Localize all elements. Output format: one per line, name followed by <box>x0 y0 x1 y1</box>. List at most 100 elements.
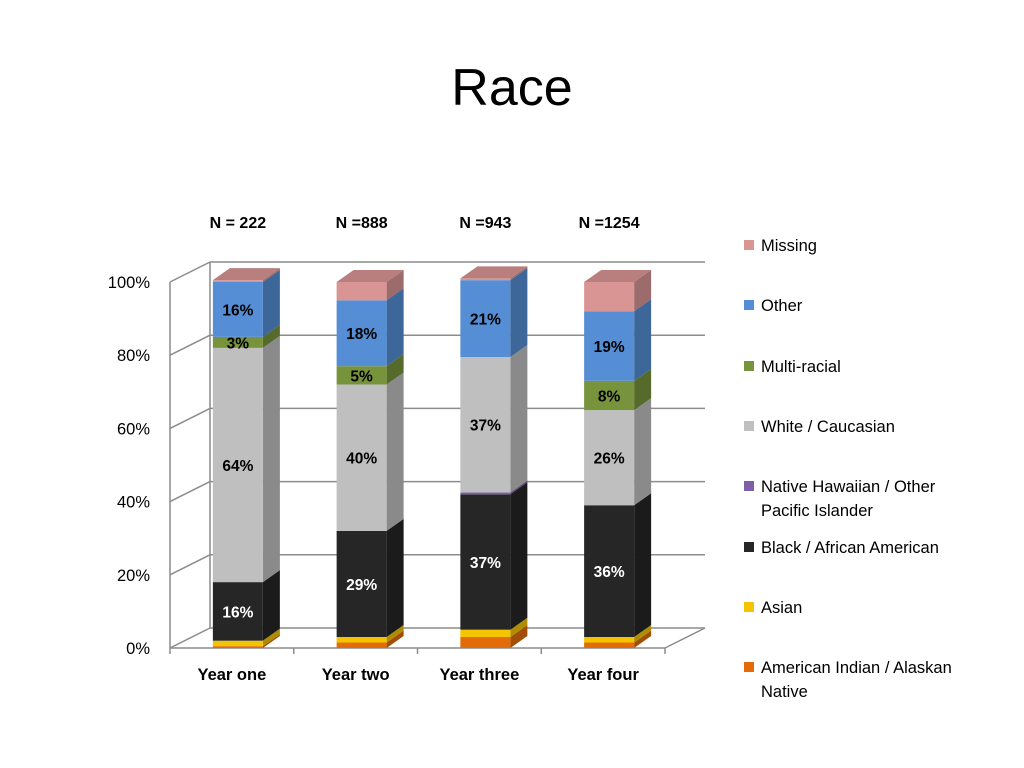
bar-segment <box>212 347 263 583</box>
data-label: 40% <box>346 451 377 468</box>
legend-label: Native Hawaiian / Other Pacific Islander <box>761 478 936 520</box>
data-label: 21% <box>470 312 501 329</box>
bar-side-face <box>386 518 404 638</box>
bar-segment <box>212 582 263 641</box>
data-label: 37% <box>470 555 501 572</box>
bar-segment <box>212 336 263 348</box>
legend-item: Multi-racial <box>744 355 986 379</box>
bar-segment <box>584 380 635 411</box>
bar-segment <box>584 311 635 381</box>
bar-top-face <box>212 268 280 281</box>
chart-title: Race <box>451 59 573 117</box>
x-tick-label: Year two <box>322 666 390 684</box>
bar-side-face <box>510 480 528 495</box>
legend-item: Black / African American <box>744 536 986 560</box>
bar-segment <box>336 300 387 367</box>
bar-side-face <box>262 268 280 282</box>
gridline-depth <box>169 554 211 576</box>
y-tick-label: 60% <box>117 420 150 438</box>
bar-side-face <box>262 270 280 337</box>
bar-segment <box>212 282 263 337</box>
bar-side-face <box>634 630 652 648</box>
y-tick-label: 0% <box>126 640 150 658</box>
legend-item: White / Caucasian <box>744 415 986 439</box>
x-tick-label: Year one <box>197 666 266 684</box>
bar-segment <box>584 505 635 638</box>
y-tick-label: 40% <box>117 494 150 512</box>
bar-segment <box>336 530 387 638</box>
bar-side-face <box>510 266 528 281</box>
legend-swatch <box>744 240 754 250</box>
legend-swatch <box>744 602 754 612</box>
legend-label: Missing <box>761 237 817 255</box>
bar-segment <box>336 637 387 643</box>
bar-side-face <box>510 345 528 493</box>
x-tick-label: Year three <box>439 666 519 684</box>
bar-side-face <box>634 270 652 312</box>
bar-segment <box>336 282 387 301</box>
bar-top-face <box>460 266 528 279</box>
legend-label: American Indian / Alaskan Native <box>761 659 952 701</box>
bar-side-face <box>386 354 404 385</box>
legend-label: Multi-racial <box>761 358 841 376</box>
y-tick-label: 100% <box>108 274 151 292</box>
legend-item: Native Hawaiian / Other Pacific Islander <box>744 475 986 523</box>
legend-swatch <box>744 300 754 310</box>
sample-size-label: N = 222 <box>210 215 267 232</box>
bar-side-face <box>262 628 280 647</box>
bar-segment <box>460 492 511 495</box>
bar-segment <box>584 410 635 506</box>
data-label: 29% <box>346 577 377 594</box>
data-label: 37% <box>470 418 501 435</box>
y-tick-label: 20% <box>117 567 150 585</box>
legend-label: White / Caucasian <box>761 418 895 436</box>
bar-side-face <box>262 570 280 641</box>
gridline-depth <box>169 261 211 283</box>
x-tick-label: Year four <box>567 666 639 684</box>
bar-side-face <box>634 299 652 381</box>
legend-swatch <box>744 542 754 552</box>
y-tick-label: 80% <box>117 347 150 365</box>
data-label: 8% <box>598 388 621 405</box>
legend-swatch <box>744 361 754 371</box>
bar-side-face <box>510 625 528 648</box>
gridline-depth <box>169 334 211 356</box>
bar-side-face <box>386 625 404 643</box>
data-label: 18% <box>346 326 377 343</box>
bar-top-face <box>584 270 652 282</box>
bar-side-face <box>634 625 652 643</box>
data-label: 26% <box>594 451 625 468</box>
legend-item: Missing <box>744 234 986 258</box>
bar-segment <box>460 357 511 493</box>
gridline-depth <box>169 480 211 503</box>
legend-swatch <box>744 421 754 431</box>
data-label: 3% <box>227 335 250 352</box>
floor-edge <box>664 627 706 649</box>
legend-swatch <box>744 481 754 491</box>
data-label: 36% <box>594 564 625 581</box>
data-label: 16% <box>222 604 253 621</box>
bar-segment <box>460 278 511 281</box>
bar-side-face <box>386 372 404 531</box>
bar-side-face <box>510 268 528 358</box>
bar-segment <box>460 637 511 648</box>
legend-label: Black / African American <box>761 539 939 557</box>
data-label: 5% <box>350 368 373 385</box>
bar-side-face <box>510 617 528 638</box>
bar-side-face <box>634 493 652 638</box>
bar-top-face <box>336 270 404 282</box>
bar-segment <box>336 366 387 385</box>
legend-label: Asian <box>761 599 803 617</box>
bar-segment <box>336 642 387 648</box>
gridline-depth <box>169 407 211 430</box>
bar-segment <box>460 494 511 630</box>
bar-segment <box>460 280 511 358</box>
legend-item: American Indian / Alaskan Native <box>744 656 986 704</box>
bar-segment <box>460 629 511 638</box>
bar-segment <box>584 642 635 648</box>
legend-item: Asian <box>744 596 986 620</box>
bar-segment <box>584 637 635 643</box>
bar-side-face <box>510 482 528 630</box>
bar-side-face <box>634 368 652 411</box>
